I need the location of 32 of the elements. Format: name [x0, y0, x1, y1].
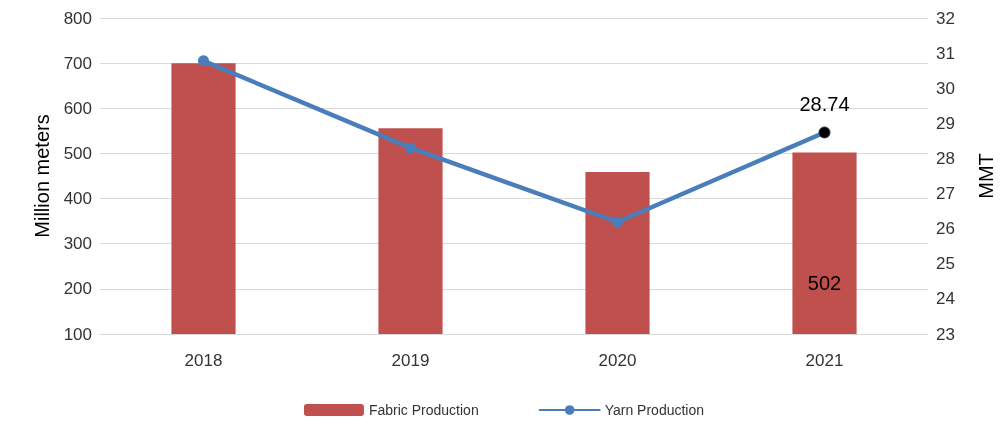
y2-tick-label: 23: [936, 324, 955, 344]
point: [198, 55, 209, 67]
point: [818, 126, 831, 139]
y-tick-label: 800: [63, 8, 92, 28]
data-label: 28.74: [799, 93, 850, 116]
y2-tick-label: 32: [936, 8, 955, 28]
y2-axis-title: MMT: [975, 153, 997, 199]
y-tick-label: 700: [63, 53, 92, 73]
x-tick-label: 2019: [391, 351, 430, 370]
x-tick-label: 2021: [805, 351, 844, 370]
point: [405, 142, 416, 154]
y2-tick-label: 31: [936, 43, 955, 63]
y-tick-label: 300: [63, 234, 92, 254]
y-tick-label: 500: [63, 143, 92, 163]
y2-tick-label: 28: [936, 148, 955, 168]
y-tick-label: 100: [63, 324, 92, 344]
y-tick-label: 200: [63, 279, 92, 299]
y-tick-label: 600: [63, 98, 92, 118]
legend-label: Fabric Production: [368, 402, 479, 418]
y2-tick-label: 25: [936, 254, 955, 274]
y-axis-title: Million meters: [31, 114, 53, 238]
y2-tick-label: 29: [936, 113, 955, 133]
y-tick-label: 400: [63, 189, 92, 209]
y2-tick-label: 24: [936, 289, 955, 309]
legend-label: Yarn Production: [604, 402, 705, 418]
y2-tick-label: 26: [936, 219, 955, 239]
data-label: 502: [807, 272, 842, 295]
y2-tick-label: 30: [936, 78, 955, 98]
x-tick-label: 2020: [598, 351, 637, 370]
x-tick-label: 2018: [184, 351, 223, 370]
point: [612, 216, 623, 228]
y2-tick-label: 27: [936, 184, 955, 204]
